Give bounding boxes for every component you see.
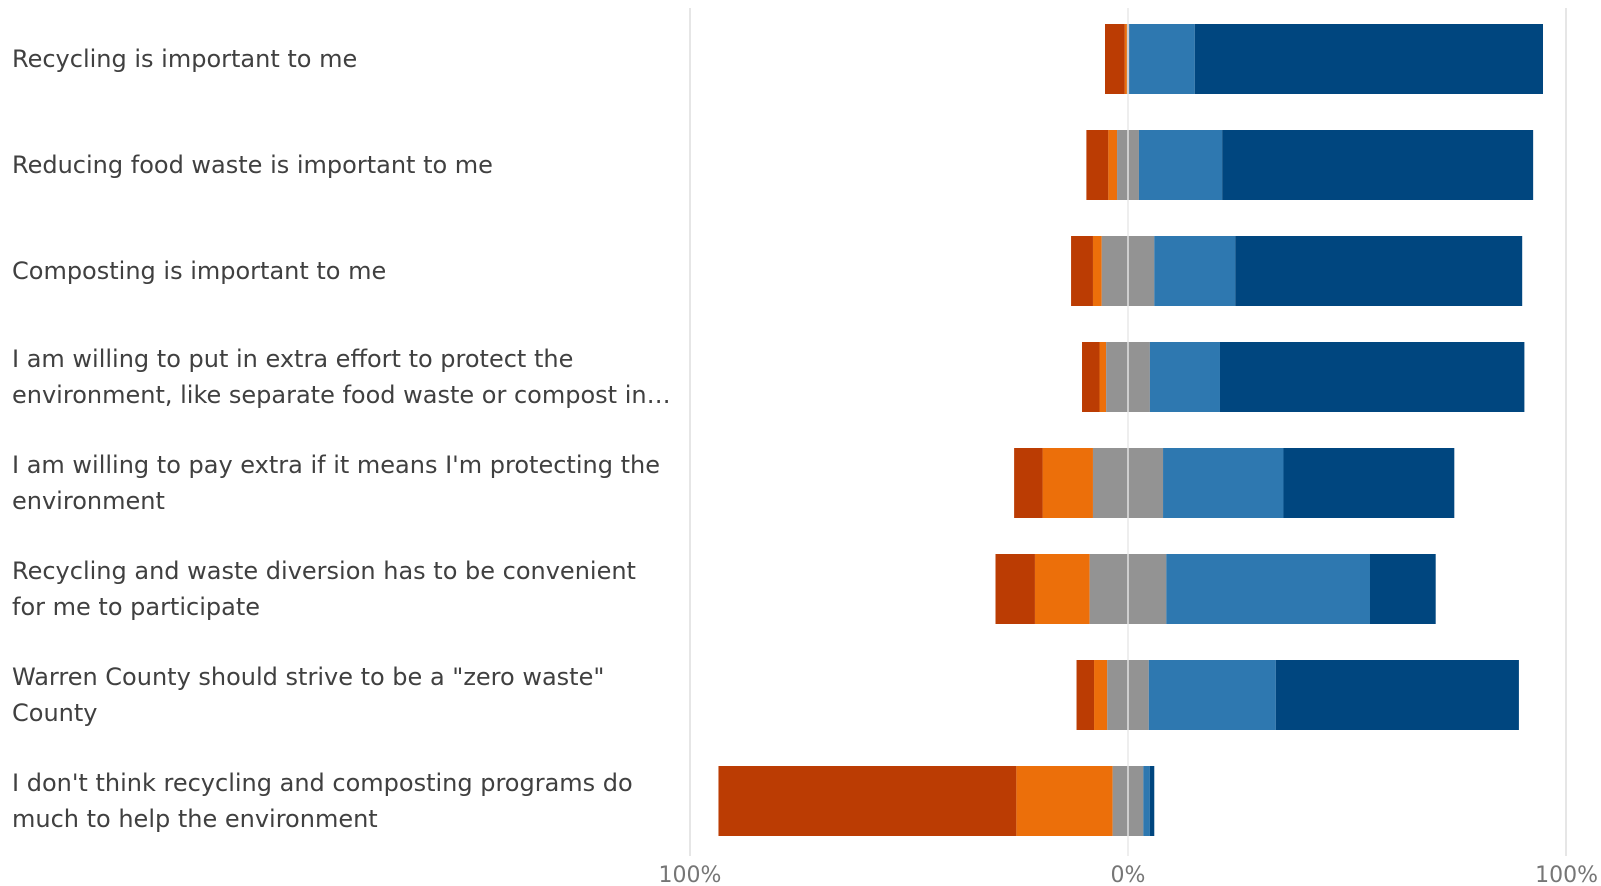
bar-segment bbox=[1086, 130, 1109, 200]
bar-group-3 bbox=[1082, 342, 1525, 412]
x-tick-label: 100% bbox=[659, 863, 722, 886]
bar-segment bbox=[1108, 130, 1118, 200]
bar-segment bbox=[1129, 24, 1195, 94]
bar-segment bbox=[1194, 24, 1544, 94]
bar-segment bbox=[1014, 448, 1043, 518]
bar-group-5 bbox=[995, 554, 1436, 624]
bar-segment bbox=[1166, 554, 1370, 624]
bar-segment bbox=[1154, 236, 1236, 306]
x-tick-label: 0% bbox=[1111, 863, 1146, 886]
bar-group-2 bbox=[1071, 236, 1523, 306]
category-label: I am willing to pay extra if it means I'… bbox=[12, 451, 660, 479]
category-labels: Recycling is important to me Reducing foo… bbox=[12, 45, 671, 833]
category-label: environment bbox=[12, 487, 165, 515]
category-label: for me to participate bbox=[12, 593, 260, 621]
bar-group-0 bbox=[1105, 24, 1544, 94]
bar-segment bbox=[1138, 130, 1223, 200]
bar-segment bbox=[1369, 554, 1436, 624]
category-label: Warren County should strive to be a "zer… bbox=[12, 663, 604, 691]
bar-segment bbox=[1275, 660, 1519, 730]
bar-groups bbox=[718, 8, 1544, 856]
bar-segment bbox=[995, 554, 1035, 624]
bar-segment bbox=[1124, 24, 1127, 94]
bar-segment bbox=[1219, 342, 1525, 412]
category-label: I am willing to put in extra effort to p… bbox=[12, 345, 573, 373]
bar-segment bbox=[1042, 448, 1093, 518]
category-label: County bbox=[12, 699, 97, 727]
bar-segment bbox=[1076, 660, 1095, 730]
bar-segment bbox=[1094, 660, 1108, 730]
bar-segment bbox=[1092, 236, 1102, 306]
bar-group-7 bbox=[718, 766, 1155, 836]
bar-segment bbox=[1163, 448, 1284, 518]
category-label: environment, like separate food waste or… bbox=[12, 381, 671, 409]
category-label: Reducing food waste is important to me bbox=[12, 151, 493, 179]
bar-group-6 bbox=[1076, 660, 1519, 730]
bar-segment bbox=[1082, 342, 1100, 412]
bar-segment bbox=[1034, 554, 1090, 624]
bar-group-1 bbox=[1086, 130, 1534, 200]
bar-segment bbox=[1149, 766, 1155, 836]
bar-segment bbox=[1148, 660, 1276, 730]
bar-segment bbox=[1105, 24, 1125, 94]
category-label: much to help the environment bbox=[12, 805, 378, 833]
x-axis-ticks: 100% 0% 100% bbox=[659, 863, 1598, 886]
bar-segment bbox=[718, 766, 1017, 836]
bar-segment bbox=[1222, 130, 1534, 200]
bar-segment bbox=[1283, 448, 1455, 518]
bar-segment bbox=[1143, 766, 1150, 836]
category-label: Recycling is important to me bbox=[12, 45, 357, 73]
x-tick-label: 100% bbox=[1535, 863, 1598, 886]
bar-segment bbox=[1235, 236, 1523, 306]
bar-segment bbox=[1016, 766, 1113, 836]
category-label: I don't think recycling and composting p… bbox=[12, 769, 633, 797]
category-label: Recycling and waste diversion has to be … bbox=[12, 557, 636, 585]
bar-segment bbox=[1071, 236, 1093, 306]
category-label: Composting is important to me bbox=[12, 257, 386, 285]
bar-segment bbox=[1149, 342, 1220, 412]
bar-group-4 bbox=[1014, 448, 1455, 518]
bar-segment bbox=[1099, 342, 1107, 412]
